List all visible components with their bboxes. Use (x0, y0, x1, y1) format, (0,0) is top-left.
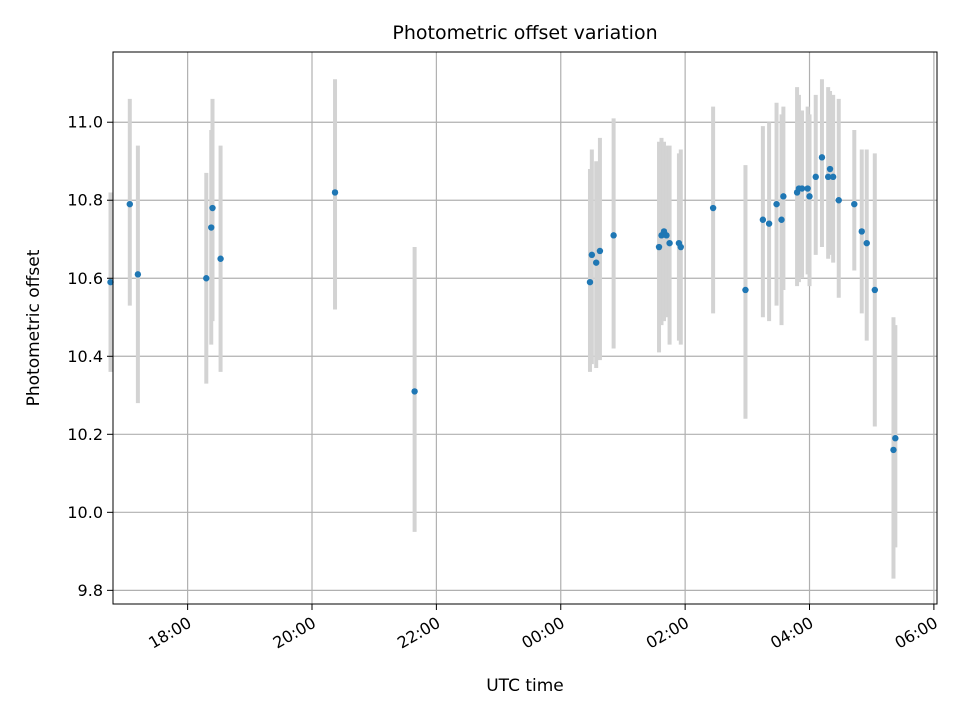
y-tick-label: 9.8 (78, 581, 103, 600)
data-points (107, 154, 899, 454)
data-point (806, 193, 813, 200)
data-point (709, 204, 717, 212)
y-tick-label: 10.0 (67, 503, 103, 522)
data-point (863, 239, 870, 247)
y-tick-label: 11.0 (67, 113, 103, 132)
data-point (773, 200, 780, 208)
data-point (778, 216, 785, 223)
data-point (826, 165, 834, 173)
data-point (759, 216, 767, 223)
data-point (596, 247, 604, 255)
data-point (835, 197, 842, 204)
data-point (666, 239, 673, 247)
data-point (824, 173, 832, 181)
data-point (588, 251, 596, 259)
x-axis-label: UTC time (486, 676, 564, 696)
y-tick-label: 10.2 (67, 425, 103, 444)
chart-title: Photometric offset variation (392, 22, 657, 44)
data-point (780, 193, 787, 200)
data-point (858, 228, 865, 235)
data-point (655, 243, 663, 251)
data-point (593, 259, 600, 266)
data-point (765, 220, 773, 227)
data-point (208, 224, 215, 231)
data-point (209, 204, 216, 212)
data-point (742, 286, 749, 294)
data-point (586, 278, 594, 286)
data-point (871, 286, 879, 294)
y-tick-label: 10.8 (67, 191, 103, 210)
data-point (331, 189, 339, 196)
y-tick-label: 10.4 (67, 347, 103, 366)
data-point (677, 243, 684, 251)
data-point (134, 271, 142, 278)
data-point (107, 278, 114, 286)
data-point (203, 275, 210, 282)
data-point (818, 154, 826, 161)
data-point (126, 200, 133, 208)
data-point (804, 185, 811, 192)
grid (113, 52, 937, 604)
plot-frame (112, 51, 938, 605)
data-point (829, 173, 837, 181)
data-point (812, 173, 819, 181)
data-point (798, 185, 806, 192)
data-point (892, 435, 899, 442)
data-point (610, 232, 617, 239)
y-axis-label: Photometric offset (24, 249, 44, 406)
data-point (890, 446, 897, 454)
data-point (851, 200, 858, 208)
y-tick-label: 10.6 (67, 269, 103, 288)
data-point (411, 388, 418, 395)
data-point (217, 255, 224, 262)
data-point (663, 232, 670, 239)
